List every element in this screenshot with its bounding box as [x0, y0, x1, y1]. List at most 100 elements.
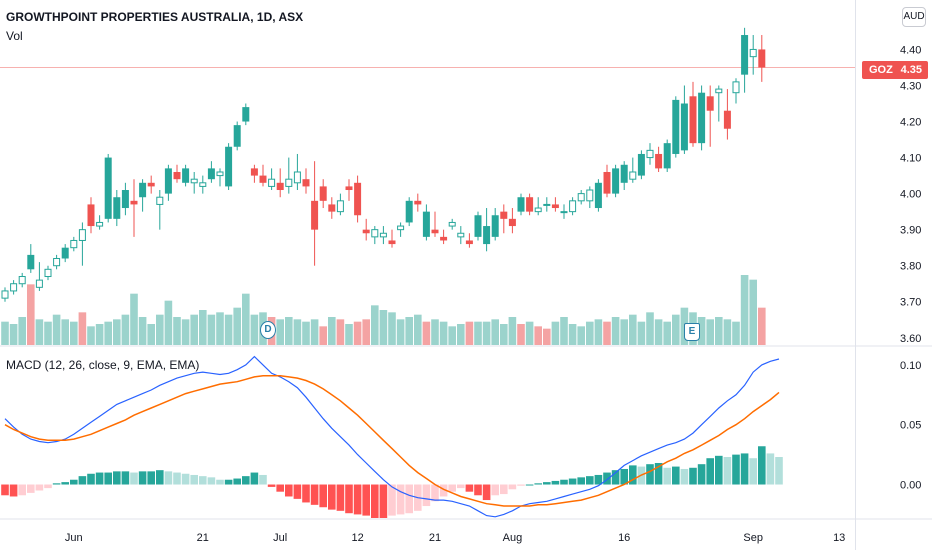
- candle-body: [689, 96, 697, 144]
- macd-histogram-bar: [422, 484, 431, 507]
- macd-histogram-bar: [715, 455, 723, 485]
- candle-body: [457, 232, 465, 238]
- volume-bar: [113, 319, 121, 345]
- macd-histogram-bar: [216, 479, 224, 485]
- macd-histogram-bar: [560, 479, 568, 485]
- volume-bar: [250, 314, 259, 345]
- macd-histogram-bar: [723, 457, 732, 485]
- volume-bar: [474, 321, 482, 345]
- candle-body: [104, 157, 112, 219]
- macd-histogram-bar: [267, 484, 276, 487]
- candle-body: [655, 153, 663, 169]
- macd-axis-tick: 0.00: [900, 480, 921, 492]
- signal-line: [4, 374, 780, 507]
- candle-body: [431, 229, 439, 234]
- volume-bar: [87, 326, 95, 345]
- candle-body: [749, 48, 757, 58]
- volume-bar: [190, 314, 198, 345]
- macd-histogram-bar: [396, 484, 405, 515]
- time-axis-tick: 13: [833, 532, 845, 544]
- volume-bar: [482, 321, 491, 345]
- volume-bar: [439, 321, 448, 345]
- macd-histogram-bar: [70, 479, 78, 485]
- candle-body: [534, 207, 542, 213]
- macd-lines: [4, 355, 780, 518]
- macd-histogram-bar: [543, 482, 551, 485]
- price-axis-tick: 4.10: [900, 153, 921, 165]
- last-price-symbol: GOZ: [869, 64, 893, 76]
- macd-axis-tick: 0.10: [900, 360, 921, 372]
- candle-body: [87, 204, 95, 227]
- volume-bar: [388, 312, 396, 345]
- volume-bar: [319, 326, 327, 345]
- macd-histogram-bar: [224, 479, 233, 485]
- macd-histogram-bar: [749, 458, 757, 485]
- volume-bar: [104, 321, 112, 345]
- candle-body: [139, 182, 147, 198]
- volume-bar: [156, 314, 164, 345]
- macd-histogram-bar: [130, 472, 138, 485]
- candle-body: [362, 229, 370, 234]
- candle-body: [379, 232, 387, 238]
- last-price-value: 4.35: [900, 64, 922, 76]
- candle-body: [61, 247, 69, 259]
- candle-body: [216, 171, 224, 177]
- macd-histogram-bar: [181, 473, 190, 485]
- candle-body: [715, 88, 723, 94]
- candle-body: [27, 254, 35, 270]
- macd-histogram-bar: [78, 476, 87, 485]
- volume-bar: [95, 324, 104, 345]
- volume-bar: [328, 317, 336, 345]
- candle-body: [440, 236, 448, 241]
- macd-histogram-bar: [293, 484, 302, 499]
- candle-body: [10, 283, 18, 292]
- candle-body: [302, 179, 310, 187]
- volume-bar: [147, 324, 155, 345]
- volume-bar: [663, 321, 671, 345]
- earnings-event-icon[interactable]: E: [684, 323, 700, 341]
- price-axis-tick: 4.30: [900, 80, 921, 92]
- candle-body: [164, 168, 172, 194]
- candle-body: [345, 186, 353, 191]
- volume-bar: [173, 317, 181, 345]
- candle-body: [637, 153, 645, 176]
- volume-bar: [646, 312, 654, 345]
- macd-histogram-bar: [663, 467, 671, 485]
- volume-bar: [310, 319, 319, 345]
- candle-body: [328, 204, 336, 212]
- candle-body: [397, 225, 405, 231]
- volume-bar: [9, 324, 18, 345]
- volume-bar: [465, 321, 474, 345]
- candle-body: [242, 107, 250, 122]
- macd-histogram-bar: [310, 484, 319, 505]
- candle-body: [268, 178, 276, 187]
- volume-bar: [500, 324, 508, 345]
- macd-histogram-bar: [431, 484, 439, 502]
- volume-bar: [723, 319, 732, 345]
- volume-bar: [44, 321, 52, 345]
- macd-histogram-bar: [44, 484, 52, 489]
- macd-histogram-bar: [328, 484, 336, 510]
- macd-histogram-bar: [156, 470, 164, 485]
- volume-bar: [302, 321, 310, 345]
- candle-body: [723, 110, 731, 129]
- candle-body: [293, 171, 301, 184]
- macd-histogram-bar: [534, 483, 542, 485]
- macd-histogram-bar: [113, 471, 121, 485]
- volume-bar: [672, 314, 680, 345]
- macd-histogram-bar: [680, 468, 689, 485]
- candle-body: [551, 204, 559, 209]
- macd-histogram-bar: [276, 484, 284, 492]
- price-axis-tick: 3.90: [900, 225, 921, 237]
- macd-histogram-bar: [353, 484, 362, 515]
- dividend-event-icon[interactable]: D: [260, 321, 276, 339]
- volume-legend: Vol: [6, 29, 23, 43]
- volume-bar: [70, 321, 78, 345]
- candle-body: [491, 215, 499, 237]
- currency-button[interactable]: AUD: [902, 7, 926, 27]
- time-axis-tick: 21: [197, 532, 209, 544]
- volume-bar: [35, 319, 44, 345]
- volume-bar: [414, 314, 422, 345]
- macd-histogram-bar: [439, 484, 448, 497]
